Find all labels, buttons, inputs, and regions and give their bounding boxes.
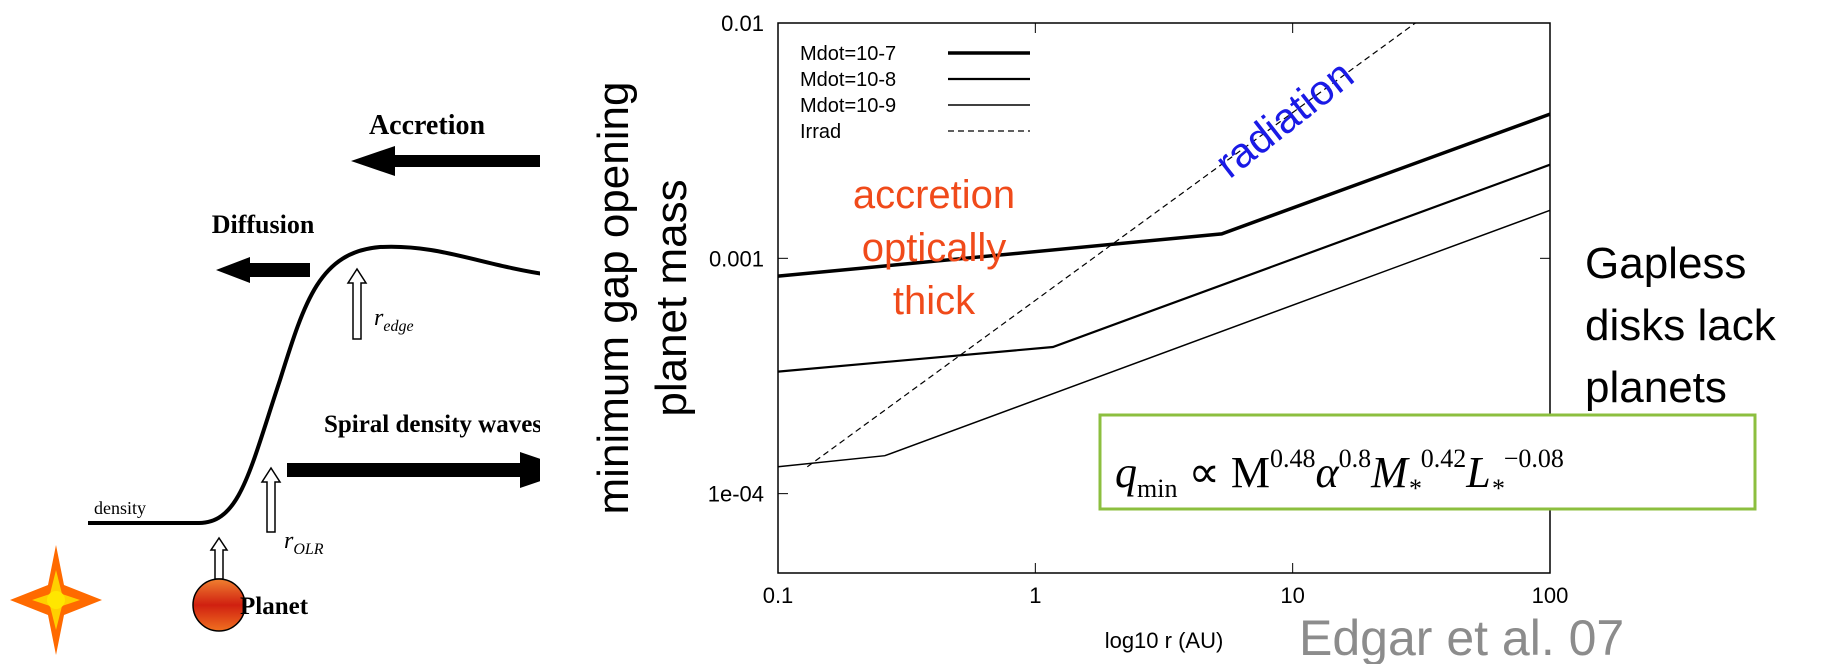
y-tick-label: 0.001 bbox=[709, 246, 764, 271]
y-tick-label: 0.01 bbox=[721, 11, 764, 36]
planet bbox=[192, 578, 246, 632]
label: Accretion bbox=[369, 110, 486, 141]
annotation: thick bbox=[893, 279, 976, 323]
side-note: Gapless bbox=[1585, 239, 1746, 288]
side-note: disks lack bbox=[1585, 301, 1777, 350]
legend-label: Mdot=10-9 bbox=[800, 95, 896, 117]
density-curve bbox=[88, 244, 551, 525]
y-axis-label: planet mass bbox=[647, 179, 696, 416]
legend-label: Mdot=10-8 bbox=[800, 69, 896, 91]
chart: 0.1 1 10 100 1e-04 0.001 0.01 log10 r (AU) minim… bbox=[540, 0, 1568, 664]
label: Diffusion bbox=[212, 210, 315, 239]
series-line bbox=[777, 163, 1551, 373]
label: Spiral density waves bbox=[324, 411, 542, 438]
x-tick-label: 100 bbox=[1532, 583, 1569, 608]
formula-box bbox=[1098, 413, 1757, 511]
plot-background bbox=[540, 0, 1566, 664]
annotation: optically bbox=[862, 226, 1007, 270]
diagram: Accretion Diffusion density redge Spiral… bbox=[10, 110, 573, 655]
series-line bbox=[806, 22, 1416, 468]
arrow bbox=[260, 466, 282, 533]
x-tick-label: 0.1 bbox=[763, 583, 794, 608]
x-tick-label: 1 bbox=[1029, 583, 1041, 608]
plot-frame bbox=[777, 22, 1551, 574]
series-line bbox=[777, 112, 1551, 278]
arrow bbox=[346, 267, 368, 340]
annotation: accretion bbox=[853, 173, 1015, 217]
arrow bbox=[351, 146, 550, 176]
legend-label: Irrad bbox=[800, 121, 841, 143]
y-axis-label: minimum gap opening bbox=[589, 82, 638, 515]
x-axis-label: log10 r (AU) bbox=[1105, 628, 1224, 653]
star bbox=[47, 591, 65, 609]
label: density bbox=[94, 498, 146, 518]
formula: qmin ∝ M0.48α0.8M*0.42L*−0.08 bbox=[1115, 444, 1564, 503]
citation: Edgar et al. 07 bbox=[1299, 610, 1624, 664]
series-line bbox=[777, 209, 1551, 468]
legend-label: Mdot=10-7 bbox=[800, 43, 896, 65]
label: Planet bbox=[240, 593, 309, 620]
side-note: planets bbox=[1585, 363, 1727, 412]
arrow bbox=[209, 536, 229, 580]
label: rOLR bbox=[284, 528, 324, 558]
label: redge bbox=[374, 305, 414, 335]
arrow bbox=[216, 257, 310, 283]
y-tick-label: 1e-04 bbox=[708, 482, 764, 507]
arrow bbox=[287, 452, 573, 488]
x-tick-label: 10 bbox=[1280, 583, 1304, 608]
